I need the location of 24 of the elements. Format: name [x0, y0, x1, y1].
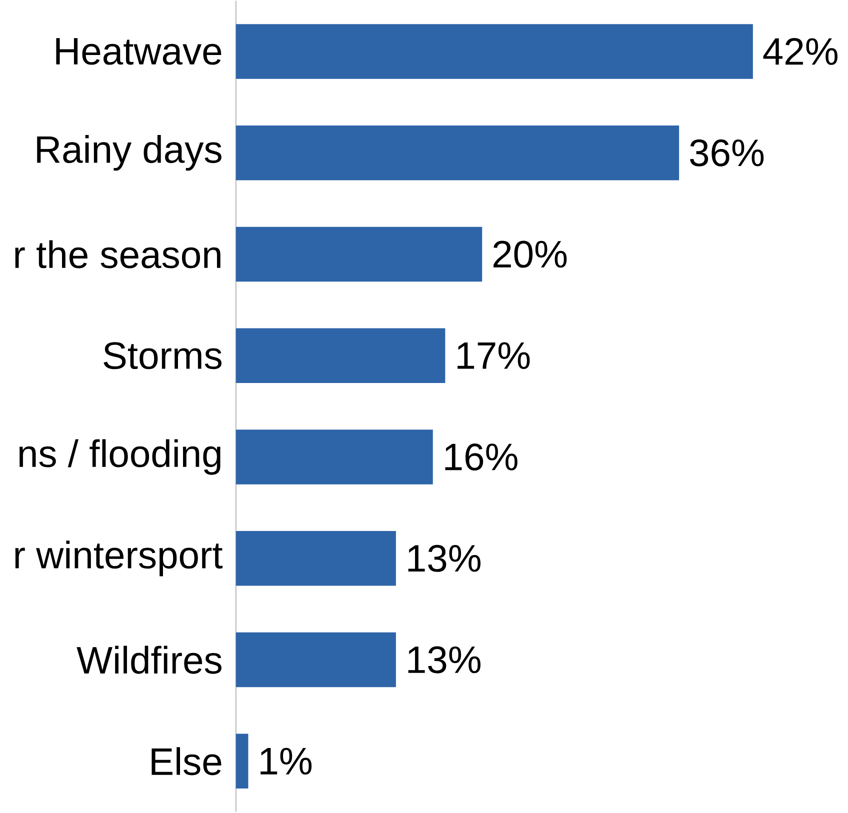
bar	[236, 328, 446, 384]
data-label: 13%	[408, 646, 480, 674]
y-tick-label: ns / flooding	[19, 439, 220, 476]
y-tick-label: Storms	[104, 342, 222, 370]
y-tick-label: Else	[152, 747, 222, 776]
data-label: 13%	[408, 545, 480, 572]
data-label: 20%	[494, 240, 567, 268]
data-label: 1%	[260, 748, 312, 775]
bar	[236, 531, 396, 586]
bar	[236, 24, 753, 80]
data-label: 36%	[690, 140, 764, 167]
bar	[236, 227, 482, 282]
data-label: 42%	[763, 38, 838, 66]
bar	[236, 126, 680, 180]
data-label: 16%	[445, 444, 518, 471]
bar	[236, 734, 248, 789]
data-label: 17%	[458, 342, 530, 370]
y-tick-label: Heatwave	[56, 38, 222, 65]
bar	[236, 632, 396, 688]
y-tick-label: Wildfires	[76, 646, 222, 674]
y-tick-label: Rainy days	[37, 135, 222, 171]
bar	[236, 430, 433, 485]
y-tick-label: r wintersport	[15, 540, 223, 576]
y-tick-label: r the season	[15, 240, 220, 268]
